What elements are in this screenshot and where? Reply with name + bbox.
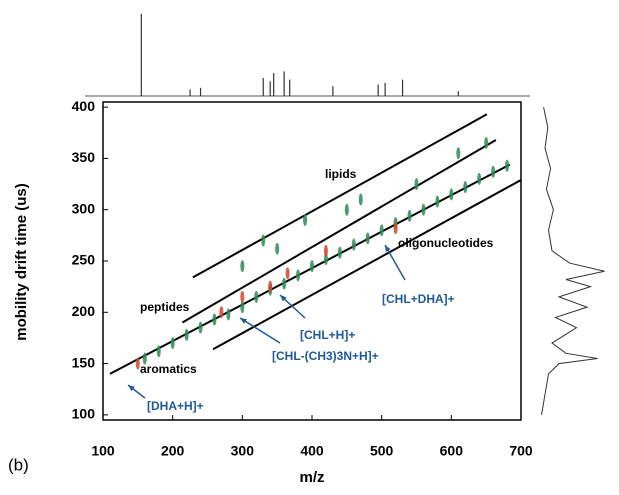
data-point <box>135 357 140 370</box>
data-point <box>156 345 161 358</box>
trend-line <box>181 139 497 324</box>
data-point <box>219 306 224 319</box>
data-point <box>184 328 189 341</box>
data-point <box>323 252 328 265</box>
data-point <box>414 178 419 191</box>
y-tick-label: 350 <box>72 149 96 165</box>
data-point <box>491 165 496 178</box>
x-tick-label: 300 <box>231 443 255 459</box>
data-point <box>351 238 356 251</box>
data-point <box>456 147 461 160</box>
data-point <box>358 193 363 206</box>
data-point <box>170 337 175 350</box>
side-profile <box>541 107 605 415</box>
data-point <box>268 280 273 293</box>
arrow <box>384 244 406 281</box>
data-point <box>407 209 412 222</box>
data-point <box>463 181 468 194</box>
y-tick-label: 100 <box>72 406 96 422</box>
annotation: lipids <box>325 167 357 181</box>
panel-label: (b) <box>8 455 29 474</box>
arrow-head <box>128 385 135 392</box>
arrow-head <box>385 245 391 252</box>
data-point <box>393 222 398 235</box>
x-axis-label: m/z <box>299 469 324 486</box>
data-point <box>275 242 280 255</box>
y-tick-label: 250 <box>72 252 96 268</box>
x-tick-label: 100 <box>91 443 115 459</box>
x-tick-label: 400 <box>300 443 324 459</box>
data-point <box>198 321 203 334</box>
y-tick-label: 150 <box>72 354 96 370</box>
x-tick-label: 200 <box>161 443 185 459</box>
data-point <box>282 277 287 290</box>
annotation: aromatics <box>140 362 197 376</box>
data-point <box>323 244 328 257</box>
data-point <box>303 213 308 226</box>
data-point <box>421 203 426 216</box>
data-point <box>477 172 482 185</box>
data-point <box>505 159 510 172</box>
data-point <box>310 260 314 273</box>
annotation: oligonucleotides <box>398 236 494 250</box>
annotation: [CHL+H]+ <box>300 328 355 342</box>
arrow-head <box>280 295 287 302</box>
data-point <box>344 203 349 216</box>
data-point <box>484 137 489 150</box>
annotation: peptides <box>140 300 190 314</box>
y-tick-label: 400 <box>72 98 96 114</box>
data-point <box>226 308 231 321</box>
data-point <box>240 260 245 273</box>
data-point <box>212 313 217 326</box>
trend-line <box>192 113 488 279</box>
data-point <box>435 195 440 208</box>
data-point <box>449 188 454 201</box>
x-tick-label: 700 <box>509 443 533 459</box>
trend-line <box>212 179 522 351</box>
data-point <box>337 246 342 259</box>
data-point <box>240 290 245 303</box>
data-point <box>254 290 259 303</box>
data-point <box>296 269 301 282</box>
arrow <box>239 317 281 344</box>
annotation: [CHL+DHA]+ <box>382 292 455 306</box>
y-tick-label: 200 <box>72 303 96 319</box>
x-tick-label: 500 <box>370 443 394 459</box>
y-tick-label: 300 <box>72 200 96 216</box>
data-point <box>261 234 266 247</box>
arrow-head <box>240 318 247 324</box>
annotation: [DHA+H]+ <box>147 399 204 413</box>
y-axis-label: mobility drift time (us) <box>13 183 30 341</box>
data-point <box>285 267 290 280</box>
trend-line <box>109 163 511 375</box>
data-point <box>365 232 370 245</box>
x-tick-label: 600 <box>440 443 464 459</box>
data-point <box>142 352 147 365</box>
annotation: [CHL-(CH3)3N+H]+ <box>272 349 379 363</box>
data-point <box>240 301 245 314</box>
data-point <box>379 224 384 237</box>
